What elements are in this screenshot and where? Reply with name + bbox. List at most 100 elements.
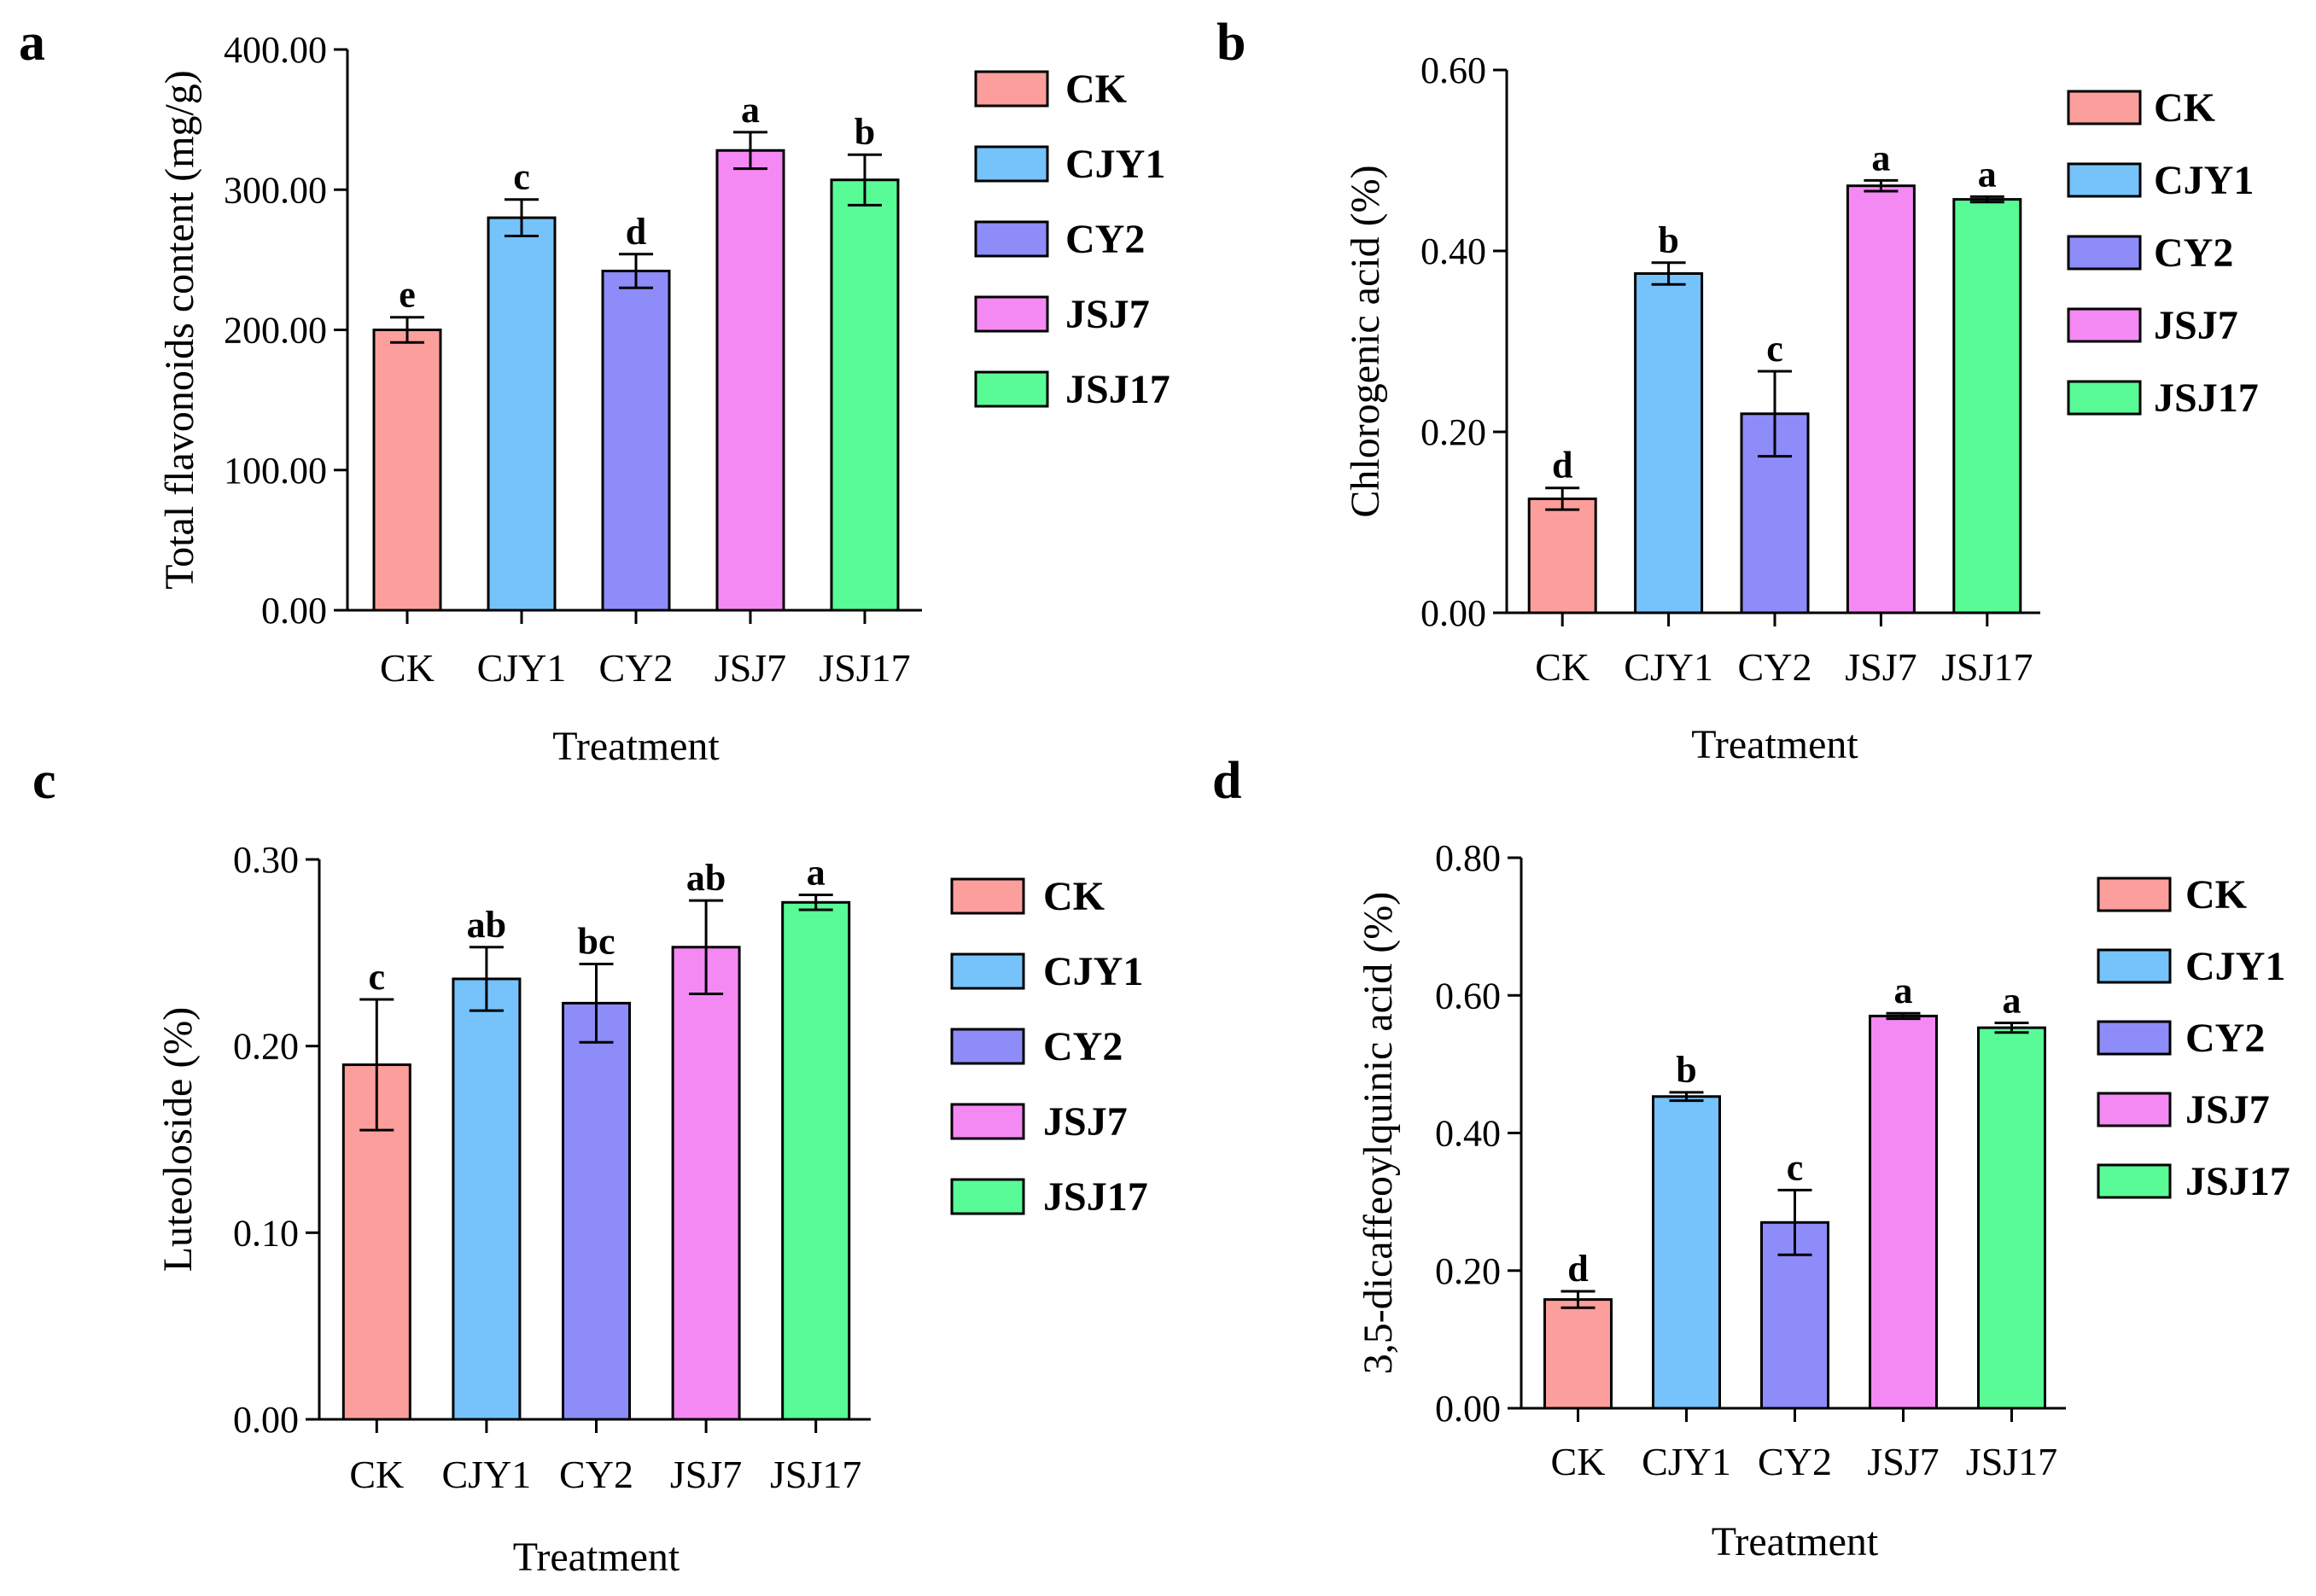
x-tick-label-CK: CK bbox=[1551, 1440, 1606, 1483]
y-tick-label: 0.10 bbox=[233, 1212, 299, 1254]
bar-JSJ17 bbox=[1977, 1026, 2046, 1410]
bar-JSJ17 bbox=[781, 900, 851, 1421]
significance-label-CK: d bbox=[1567, 1248, 1588, 1290]
significance-label-CK: d bbox=[1552, 445, 1572, 486]
panel-letter: a bbox=[19, 14, 45, 72]
significance-label-CJY1: b bbox=[1676, 1049, 1696, 1091]
legend-label-JSJ17: JSJ17 bbox=[2154, 376, 2259, 421]
y-tick-label: 0.20 bbox=[1435, 1250, 1501, 1292]
legend-swatch-JSJ7 bbox=[950, 1103, 1025, 1140]
panel-c: c 0.00 0.10 0.20 0.30 Luteoloside (%) c CK ab CJY… bbox=[32, 752, 1148, 1580]
bar-CY2 bbox=[562, 1001, 631, 1421]
bar-CJY1 bbox=[487, 216, 557, 612]
legend-label-JSJ17: JSJ17 bbox=[2185, 1159, 2290, 1204]
legend: CK CJY1 CY2 JSJ7 JSJ17 bbox=[950, 874, 1148, 1220]
legend-label-CJY1: CJY1 bbox=[2185, 944, 2285, 989]
x-tick-label-JSJ17: JSJ17 bbox=[819, 646, 910, 690]
y-tick-label: 0.40 bbox=[1435, 1113, 1501, 1155]
significance-label-JSJ7: a bbox=[741, 89, 760, 131]
legend-swatch-CK bbox=[2097, 877, 2172, 912]
significance-label-CY2: c bbox=[1766, 328, 1783, 370]
x-axis-title: Treatment bbox=[552, 724, 720, 769]
x-tick-label-CY2: CY2 bbox=[599, 646, 674, 690]
y-axis-title: 3,5-dicaffeoylquinic acid (%) bbox=[1356, 892, 1401, 1375]
y-tick-label: 0.80 bbox=[1435, 837, 1501, 879]
legend: CK CJY1 CY2 JSJ7 JSJ17 bbox=[2097, 872, 2290, 1204]
legend-label-JSJ17: JSJ17 bbox=[1043, 1174, 1148, 1220]
legend-label-JSJ7: JSJ7 bbox=[2185, 1087, 2270, 1133]
legend-swatch-JSJ7 bbox=[974, 295, 1049, 333]
legend: CK CJY1 CY2 JSJ7 JSJ17 bbox=[974, 67, 1170, 412]
significance-label-JSJ17: a bbox=[2003, 980, 2021, 1022]
legend-label-JSJ17: JSJ17 bbox=[1065, 367, 1170, 412]
y-tick-label: 0.00 bbox=[261, 590, 327, 632]
legend-label-JSJ7: JSJ7 bbox=[2154, 303, 2238, 348]
significance-label-CY2: bc bbox=[578, 920, 615, 962]
x-tick-label-CK: CK bbox=[380, 646, 435, 690]
y-axis-title: Total flavonoids content (mg/g) bbox=[157, 70, 202, 590]
legend-label-CK: CK bbox=[2185, 872, 2247, 917]
bar-CJY1 bbox=[1634, 272, 1704, 615]
x-tick-label-CY2: CY2 bbox=[1758, 1440, 1832, 1483]
x-tick-label-JSJ17: JSJ17 bbox=[1941, 645, 2033, 689]
significance-label-JSJ17: a bbox=[1978, 153, 1997, 195]
y-tick-label: 200.00 bbox=[224, 310, 327, 352]
y-tick-label: 0.40 bbox=[1421, 230, 1486, 272]
bar-CK bbox=[1527, 497, 1597, 615]
significance-label-CK: e bbox=[399, 274, 416, 316]
bar-JSJ7 bbox=[715, 149, 785, 612]
y-tick-label: 100.00 bbox=[224, 450, 327, 492]
legend-swatch-CK bbox=[974, 70, 1049, 108]
legend-label-CK: CK bbox=[2154, 85, 2215, 131]
legend-label-CY2: CY2 bbox=[1043, 1024, 1123, 1069]
x-tick-label-JSJ17: JSJ17 bbox=[1966, 1440, 2057, 1483]
significance-label-JSJ17: a bbox=[807, 852, 825, 894]
bar-JSJ17 bbox=[830, 178, 900, 612]
legend-swatch-CJY1 bbox=[950, 952, 1025, 990]
y-tick-label: 0.60 bbox=[1421, 50, 1486, 91]
legend-swatch-JSJ17 bbox=[950, 1178, 1025, 1215]
y-tick-label: 0.20 bbox=[1421, 411, 1486, 453]
x-tick-label-CK: CK bbox=[349, 1453, 404, 1496]
y-tick-label: 0.30 bbox=[233, 839, 299, 881]
x-axis-title: Treatment bbox=[1712, 1519, 1879, 1564]
y-tick-label: 300.00 bbox=[224, 169, 327, 211]
y-tick-label: 0.00 bbox=[1421, 592, 1486, 634]
panel-a: a 0.00 100.00 200.00 300.00 400.00 Total flavo… bbox=[19, 14, 1170, 769]
legend-swatch-CY2 bbox=[974, 220, 1049, 258]
x-tick-label-CJY1: CJY1 bbox=[477, 646, 567, 690]
significance-label-JSJ7: ab bbox=[686, 857, 726, 899]
x-tick-label-CK: CK bbox=[1535, 645, 1590, 689]
y-tick-label: 0.20 bbox=[233, 1026, 299, 1068]
bar-CJY1 bbox=[1652, 1095, 1721, 1410]
x-axis-title: Treatment bbox=[1691, 722, 1858, 767]
legend-swatch-JSJ7 bbox=[2067, 307, 2142, 343]
y-tick-label: 0.00 bbox=[1435, 1388, 1501, 1430]
panel-letter: c bbox=[32, 752, 56, 810]
legend-swatch-CK bbox=[2067, 90, 2142, 125]
legend-label-JSJ7: JSJ7 bbox=[1065, 292, 1150, 337]
legend-swatch-CJY1 bbox=[2097, 948, 2172, 984]
y-tick-label: 400.00 bbox=[224, 29, 327, 71]
x-tick-label-JSJ7: JSJ7 bbox=[670, 1453, 742, 1496]
y-axis-title: Luteoloside (%) bbox=[155, 1007, 201, 1273]
bar-JSJ17 bbox=[1952, 198, 2022, 615]
bar-CJY1 bbox=[452, 977, 522, 1421]
legend-swatch-JSJ17 bbox=[2067, 380, 2142, 416]
panel-letter: b bbox=[1216, 14, 1246, 72]
significance-label-CY2: c bbox=[1787, 1146, 1804, 1188]
bar-CY2 bbox=[601, 270, 671, 612]
panel-letter: d bbox=[1212, 752, 1241, 810]
y-tick-label: 0.00 bbox=[233, 1399, 299, 1441]
legend-label-CJY1: CJY1 bbox=[2154, 158, 2254, 203]
legend-swatch-CY2 bbox=[2097, 1020, 2172, 1056]
y-axis-title: Chlorogenic acid (%) bbox=[1343, 165, 1388, 517]
legend-label-CY2: CY2 bbox=[2185, 1016, 2265, 1061]
x-tick-label-CJY1: CJY1 bbox=[441, 1453, 531, 1496]
x-tick-label-CJY1: CJY1 bbox=[1624, 645, 1713, 689]
x-tick-label-JSJ7: JSJ7 bbox=[1867, 1440, 1939, 1483]
legend-label-CK: CK bbox=[1043, 874, 1105, 919]
x-tick-label-JSJ17: JSJ17 bbox=[770, 1453, 861, 1496]
significance-label-JSJ7: a bbox=[1871, 137, 1890, 178]
